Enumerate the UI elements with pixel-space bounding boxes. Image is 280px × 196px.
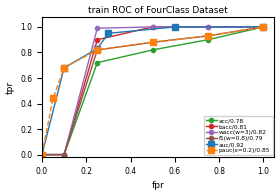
acc/0.78 — [40, 153, 44, 156]
acc/0.78 — [262, 26, 265, 28]
Line: acc/0.78: acc/0.78 — [40, 25, 265, 157]
acc/0.78 — [206, 39, 210, 41]
Title: train ROC of FourClass Dataset: train ROC of FourClass Dataset — [88, 5, 228, 15]
auc/0.92 — [62, 67, 66, 69]
Legend: acc/0.78, bacc/0.81, wacc(w=3)/0.82, f1(w=0.8)/0.79, auc/0.92, pauc(s=0.2)/0.85: acc/0.78, bacc/0.81, wacc(w=3)/0.82, f1(… — [204, 116, 273, 155]
Line: wacc(w=3)/0.82: wacc(w=3)/0.82 — [40, 25, 265, 157]
acc/0.78 — [96, 62, 99, 64]
acc/0.78 — [62, 153, 66, 156]
auc/0.92 — [262, 26, 265, 28]
pauc(s=0.2)/0.85 — [96, 49, 99, 51]
auc/0.92 — [40, 153, 44, 156]
Line: auc/0.92: auc/0.92 — [39, 24, 266, 157]
Y-axis label: tpr: tpr — [6, 80, 15, 93]
pauc(s=0.2)/0.85 — [151, 41, 154, 44]
bacc/0.81 — [62, 153, 66, 156]
wacc(w=3)/0.82 — [96, 27, 99, 29]
auc/0.92 — [173, 26, 176, 28]
pauc(s=0.2)/0.85 — [62, 67, 66, 69]
f1(w=0.8)/0.79 — [96, 49, 99, 51]
pauc(s=0.2)/0.85 — [206, 35, 210, 37]
acc/0.78 — [151, 49, 154, 51]
bacc/0.81 — [262, 26, 265, 28]
f1(w=0.8)/0.79 — [62, 153, 66, 156]
auc/0.92 — [107, 32, 110, 34]
wacc(w=3)/0.82 — [151, 26, 154, 28]
wacc(w=3)/0.82 — [262, 26, 265, 28]
f1(w=0.8)/0.79 — [262, 26, 265, 28]
f1(w=0.8)/0.79 — [151, 41, 154, 44]
bacc/0.81 — [151, 26, 154, 28]
Line: pauc(s=0.2)/0.85: pauc(s=0.2)/0.85 — [39, 24, 266, 157]
f1(w=0.8)/0.79 — [40, 153, 44, 156]
bacc/0.81 — [40, 153, 44, 156]
pauc(s=0.2)/0.85 — [51, 97, 55, 100]
bacc/0.81 — [206, 26, 210, 28]
pauc(s=0.2)/0.85 — [262, 26, 265, 28]
wacc(w=3)/0.82 — [62, 153, 66, 156]
Line: f1(w=0.8)/0.79: f1(w=0.8)/0.79 — [40, 25, 265, 157]
X-axis label: fpr: fpr — [152, 181, 165, 191]
Line: bacc/0.81: bacc/0.81 — [40, 25, 265, 157]
bacc/0.81 — [96, 39, 99, 41]
auc/0.92 — [96, 47, 99, 50]
wacc(w=3)/0.82 — [40, 153, 44, 156]
pauc(s=0.2)/0.85 — [40, 153, 44, 156]
f1(w=0.8)/0.79 — [206, 35, 210, 37]
wacc(w=3)/0.82 — [206, 26, 210, 28]
